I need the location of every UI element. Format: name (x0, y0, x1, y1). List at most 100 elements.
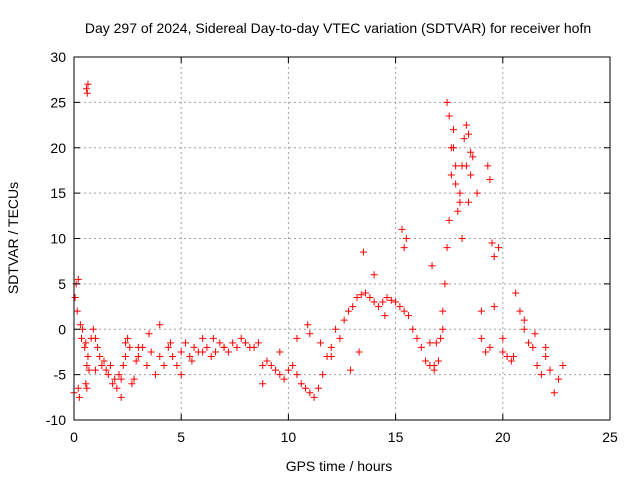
data-point (98, 362, 106, 370)
data-point (289, 362, 297, 370)
data-point (173, 362, 181, 370)
data-point (134, 352, 142, 360)
data-point (130, 375, 138, 383)
data-point (332, 325, 340, 333)
data-point (462, 121, 470, 129)
data-point (145, 330, 153, 338)
data-point (392, 298, 400, 306)
data-point (400, 307, 408, 315)
data-point (430, 362, 438, 370)
data-point (83, 89, 91, 97)
data-point (78, 334, 86, 342)
grid-lines (74, 57, 610, 420)
data-point (83, 384, 91, 392)
data-point (190, 343, 198, 351)
data-point (379, 298, 387, 306)
data-point (128, 380, 136, 388)
data-point (445, 112, 453, 120)
data-point (306, 330, 314, 338)
data-point (336, 334, 344, 342)
data-point (106, 362, 114, 370)
y-tick-label: -10 (46, 412, 66, 428)
data-point (456, 189, 464, 197)
data-point (396, 303, 404, 311)
data-point (525, 339, 533, 347)
data-point (349, 303, 357, 311)
data-point (370, 271, 378, 279)
y-tick-label: 15 (50, 185, 66, 201)
data-point (71, 293, 79, 301)
data-point (306, 389, 314, 397)
data-point (73, 307, 81, 315)
data-point (467, 148, 475, 156)
data-point (507, 357, 515, 365)
y-tick-label: 20 (50, 140, 66, 156)
data-point (304, 321, 312, 329)
data-point (216, 339, 224, 347)
data-point (355, 348, 363, 356)
data-point (188, 357, 196, 365)
data-point (340, 316, 348, 324)
data-point (74, 275, 82, 283)
data-point (529, 343, 537, 351)
data-point (102, 366, 110, 374)
data-point (447, 144, 455, 152)
data-point (74, 384, 82, 392)
y-tick-label: 25 (50, 94, 66, 110)
data-point (366, 293, 374, 301)
data-point (199, 348, 207, 356)
data-point (327, 352, 335, 360)
data-point (359, 248, 367, 256)
data-point (293, 371, 301, 379)
data-point (276, 371, 284, 379)
data-point (212, 348, 220, 356)
data-point (220, 343, 228, 351)
x-tick-label: 0 (70, 429, 78, 445)
data-point (89, 325, 97, 333)
data-point (229, 339, 237, 347)
data-point (555, 375, 563, 383)
data-point (344, 307, 352, 315)
data-point (84, 352, 92, 360)
data-point (293, 334, 301, 342)
data-point (434, 357, 442, 365)
data-point (428, 262, 436, 270)
data-point (400, 244, 408, 252)
data-point (398, 225, 406, 233)
y-tick-label: 0 (58, 321, 66, 337)
data-point (100, 357, 108, 365)
data-point (151, 371, 159, 379)
data-point (115, 371, 123, 379)
data-point (559, 362, 567, 370)
data-point (437, 334, 445, 342)
data-point (495, 244, 503, 252)
data-point (91, 334, 99, 342)
data-point (147, 348, 155, 356)
y-tick-label: 10 (50, 231, 66, 247)
data-point (413, 334, 421, 342)
data-point (469, 153, 477, 161)
data-point (134, 343, 142, 351)
data-point (362, 289, 370, 297)
data-point (484, 162, 492, 170)
data-point (533, 362, 541, 370)
data-point (132, 357, 140, 365)
data-point (82, 339, 90, 347)
data-point (452, 180, 460, 188)
data-point (383, 293, 391, 301)
data-point (482, 348, 490, 356)
data-point (381, 312, 389, 320)
data-point (499, 334, 507, 342)
data-point (186, 352, 194, 360)
data-point (490, 303, 498, 311)
data-point (542, 343, 550, 351)
data-point (126, 343, 134, 351)
data-point (452, 162, 460, 170)
data-point (456, 198, 464, 206)
x-tick-label: 25 (602, 429, 618, 445)
data-point (510, 352, 518, 360)
data-point (121, 352, 129, 360)
data-point (462, 162, 470, 170)
data-point (477, 307, 485, 315)
data-point (164, 343, 172, 351)
